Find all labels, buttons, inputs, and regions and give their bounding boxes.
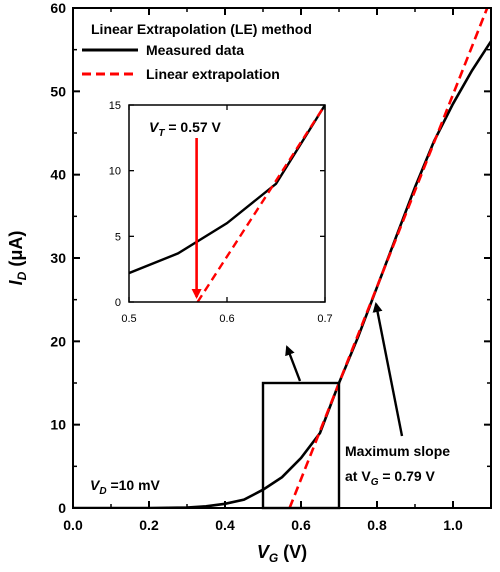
max-slope-arrow: [372, 302, 404, 437]
x-tick-label: 1.0: [443, 517, 463, 533]
vt-annotation: VT = 0.57 V: [149, 119, 222, 139]
y-tick-label: 20: [50, 333, 66, 349]
zoom-box: [261, 381, 341, 510]
y-tick-label: 40: [50, 167, 66, 183]
y-tick-label: 10: [50, 417, 66, 433]
x-tick-label: 0.6: [291, 517, 311, 533]
x-tick-label: 0.4: [215, 517, 235, 533]
y-tick-label: 0: [58, 500, 66, 516]
x-tick-label: 0.2: [139, 517, 159, 533]
y-tick-label: 60: [50, 0, 66, 16]
chart-title: Linear Extrapolation (LE) method: [91, 21, 312, 37]
inset-y-tick-label: 15: [109, 100, 121, 112]
inset-background: [129, 105, 325, 302]
inset-x-tick-label: 0.6: [219, 313, 234, 325]
inset-series-group: [129, 105, 325, 302]
vd-annotation: VD =10 mV: [90, 477, 161, 497]
x-axis-title: VG (V): [257, 542, 307, 565]
legend-measured-label: Measured data: [146, 42, 244, 58]
zoom-arrow: [285, 345, 302, 382]
inset-y-tick-label: 10: [109, 166, 121, 178]
max-slope-line2: at VG = 0.79 V: [345, 468, 436, 488]
y-axis-title: ID (μA): [6, 231, 29, 286]
linear-extrapolation-line: [288, 8, 489, 508]
inset-y-tick-label: 5: [115, 231, 121, 243]
inset-x-tick-label: 0.7: [317, 313, 332, 325]
max-slope-line1: Maximum slope: [345, 443, 450, 459]
x-tick-label: 0.0: [63, 517, 83, 533]
inset-measured-line: [129, 105, 325, 275]
inset-x-tick-label: 0.5: [121, 313, 136, 325]
y-tick-label: 30: [50, 250, 66, 266]
y-tick-label: 50: [50, 83, 66, 99]
inset-extrapolation-line: [196, 105, 325, 302]
inset-y-tick-label: 0: [115, 297, 121, 309]
legend-extrapolation-label: Linear extrapolation: [146, 66, 280, 82]
x-tick-label: 0.8: [367, 517, 387, 533]
